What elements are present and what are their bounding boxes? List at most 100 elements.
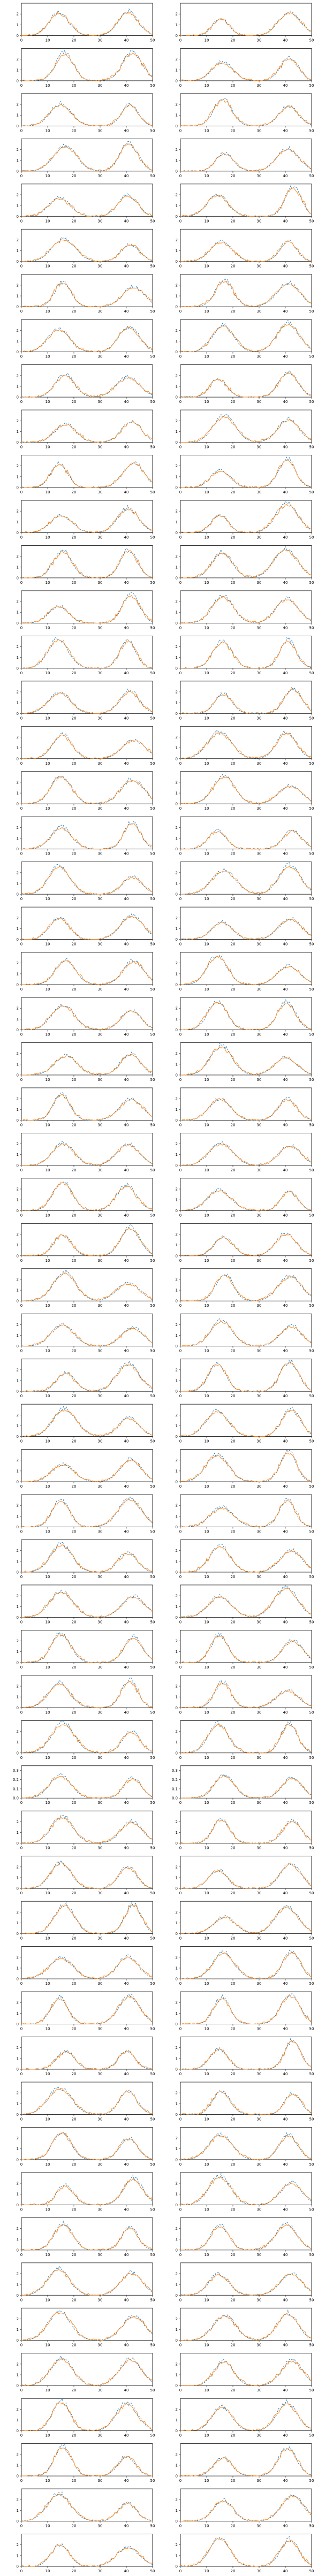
y-tick-label: 1	[17, 791, 19, 796]
subplot-45-1: 0 10 20 30 40 50 0 1 2	[176, 2037, 314, 2076]
x-tick-label: 0	[179, 83, 181, 88]
y-tick-label: 0.3	[13, 1769, 19, 1773]
x-tick-label: 30	[257, 2569, 262, 2573]
x-tick-label: 0	[20, 806, 22, 811]
y-tick-label: 0	[176, 1660, 178, 1665]
series-line-solid	[21, 11, 153, 36]
subplot-38-0: 0 10 20 30 40 50 0 1 2	[17, 1720, 155, 1760]
x-tick-label: 10	[205, 2162, 209, 2167]
x-tick-label: 20	[72, 581, 77, 585]
x-tick-label: 0	[179, 1123, 181, 1127]
x-tick-label: 0	[20, 400, 22, 404]
x-tick-label: 0	[20, 852, 22, 856]
x-tick-label: 20	[231, 2343, 236, 2348]
x-tick-label: 30	[257, 174, 262, 178]
y-tick-label: 0	[176, 1977, 178, 1981]
x-tick-label: 0	[179, 897, 181, 901]
x-tick-label: 0	[179, 2162, 181, 2167]
x-tick-label: 10	[46, 1394, 50, 1398]
x-tick-label: 10	[205, 445, 209, 449]
x-tick-label: 10	[205, 1801, 209, 1805]
x-tick-label: 10	[205, 2207, 209, 2212]
x-tick-label: 10	[46, 1756, 50, 1760]
y-tick-label: 2	[176, 103, 178, 107]
x-tick-label: 10	[205, 1756, 209, 1760]
x-tick-label: 50	[309, 2434, 314, 2438]
series-line-solid	[21, 2224, 153, 2251]
y-tick-label: 1	[17, 1198, 19, 1202]
x-tick-label: 40	[283, 1801, 288, 1805]
x-tick-label: 40	[124, 2434, 129, 2438]
x-tick-label: 10	[205, 535, 209, 539]
series-line-dashed	[180, 1543, 312, 1573]
x-tick-label: 40	[283, 2343, 288, 2348]
series-line-solid	[180, 1361, 312, 1392]
x-tick-label: 20	[231, 1665, 236, 1670]
x-tick-label: 20	[231, 2162, 236, 2167]
x-tick-label: 20	[231, 174, 236, 178]
series-line-dashed	[21, 775, 153, 804]
x-tick-label: 0	[20, 581, 22, 585]
y-tick-label: 1	[17, 1605, 19, 1609]
y-tick-label: 1	[176, 1153, 178, 1157]
x-tick-label: 0	[20, 1078, 22, 1082]
x-tick-label: 30	[257, 1259, 262, 1263]
y-tick-label: 2	[17, 283, 19, 287]
y-tick-label: 1	[17, 1876, 19, 1880]
series-line-dashed	[180, 1318, 312, 1347]
x-tick-label: 50	[150, 2434, 155, 2438]
y-tick-label: 2	[17, 735, 19, 740]
y-tick-label: 2	[176, 826, 178, 830]
y-tick-label: 0	[176, 79, 178, 83]
axes-frame	[180, 771, 312, 804]
axes-frame	[180, 2262, 312, 2296]
y-tick-label: 1	[17, 611, 19, 615]
subplot-54-1: 0 10 20 30 40 50 0 1 2	[176, 2443, 314, 2483]
y-tick-label: 0	[17, 305, 19, 309]
x-tick-label: 10	[46, 2524, 50, 2528]
x-tick-label: 30	[257, 2072, 262, 2076]
axes-frame	[180, 1630, 312, 1663]
subplot-51-1: 0 10 20 30 40 50 0 1 2	[176, 2307, 314, 2348]
subplot-41-0: 0 10 20 30 40 50 0 1 2	[17, 1856, 155, 1895]
x-tick-label: 30	[98, 445, 103, 449]
axes-frame	[180, 1810, 312, 1844]
series-line-solid	[21, 196, 153, 217]
x-tick-label: 50	[309, 1304, 314, 1308]
y-tick-label: 0	[176, 2022, 178, 2026]
x-tick-label: 40	[283, 2027, 288, 2031]
y-tick-label: 1	[176, 158, 178, 163]
x-tick-label: 30	[98, 1078, 103, 1082]
series-line-solid	[180, 956, 312, 985]
x-tick-label: 40	[283, 2388, 288, 2392]
y-tick-label: 0	[176, 1841, 178, 1846]
axes-frame	[21, 2443, 153, 2476]
x-tick-label: 50	[309, 2162, 314, 2167]
series-line-solid	[21, 1862, 153, 1889]
axes-frame	[21, 1584, 153, 1618]
y-tick-label: 0	[17, 1118, 19, 1123]
series-line-solid	[21, 1365, 153, 1392]
x-tick-label: 40	[124, 2298, 129, 2302]
x-tick-label: 0	[179, 626, 181, 630]
x-tick-label: 10	[205, 2027, 209, 2031]
x-tick-label: 10	[46, 1484, 50, 1489]
y-tick-label: 0	[17, 1887, 19, 1891]
x-tick-label: 20	[231, 400, 236, 404]
subplot-5-0: 0 10 20 30 40 50 0 1 2	[17, 228, 155, 269]
series-line-solid	[180, 830, 312, 850]
x-tick-label: 50	[309, 897, 314, 901]
x-tick-label: 40	[283, 987, 288, 992]
x-tick-label: 0	[20, 535, 22, 539]
y-tick-label: 2	[176, 1910, 178, 1915]
x-tick-label: 10	[46, 128, 50, 133]
subplot-27-1: 0 10 20 30 40 50 0 1 2	[176, 1223, 314, 1263]
x-tick-label: 50	[309, 445, 314, 449]
axes-frame	[21, 2262, 153, 2296]
subplot-13-0: 0 10 20 30 40 50 0 1 2	[17, 590, 155, 630]
y-tick-label: 2	[176, 2543, 178, 2547]
y-tick-label: 0	[17, 893, 19, 897]
x-tick-label: 40	[283, 1484, 288, 1489]
x-tick-label: 30	[257, 2162, 262, 2167]
x-tick-label: 50	[309, 174, 314, 178]
